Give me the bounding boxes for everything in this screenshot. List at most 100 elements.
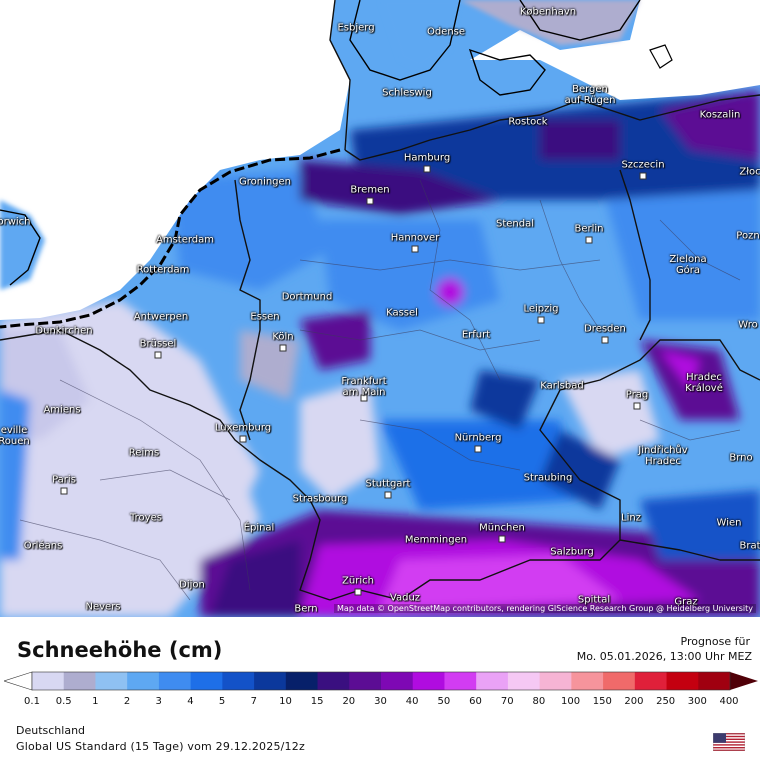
city-label: Nürnberg [454, 432, 502, 444]
city-marker [366, 197, 374, 205]
scale-tick-label: 7 [250, 696, 257, 707]
scale-swatch [634, 672, 668, 690]
city-label: Linz [621, 512, 641, 524]
scale-tick-label: 30 [374, 696, 387, 707]
city-label: Luxemburg [214, 422, 272, 434]
scale-swatch [32, 672, 65, 690]
city-label: Strasbourg [292, 493, 348, 505]
city-label: Dresden [584, 323, 626, 335]
city-marker [239, 435, 247, 443]
city-label: Frankfurt am Main [341, 376, 387, 398]
scale-swatch [381, 672, 414, 690]
city-label: Berlin [574, 223, 604, 235]
scale-tick-label: 3 [155, 696, 162, 707]
city-label: Bern [294, 603, 318, 615]
scale-swatch [190, 672, 223, 690]
city-label: Vaduz [389, 592, 421, 604]
city-marker [411, 245, 419, 253]
scale-tick-label: 4 [187, 696, 194, 707]
city-marker [60, 487, 68, 495]
city-marker [384, 491, 392, 499]
city-label: Dijon [179, 579, 205, 591]
city-marker [633, 402, 641, 410]
city-label: Dunkirchen [35, 325, 93, 337]
scale-max-arrow [730, 672, 758, 690]
city-label: orwich [0, 216, 31, 228]
us-flag-icon[interactable] [713, 733, 745, 751]
scale-swatch [285, 672, 319, 690]
scale-swatch [412, 672, 445, 690]
city-label: München [479, 522, 525, 534]
city-label: Salzburg [550, 546, 594, 558]
city-label: Pozn [736, 230, 760, 242]
scale-tick-label: 400 [719, 696, 739, 707]
scale-swatch [444, 672, 477, 690]
city-label: Zürich [342, 575, 374, 587]
city-label: eville Rouen [0, 425, 30, 447]
city-label: Hradec Králové [685, 372, 723, 394]
city-label: Amiens [43, 404, 81, 416]
scale-tick-label: 300 [687, 696, 707, 707]
forecast-date: Mo. 05.01.2026, 13:00 Uhr MEZ [576, 650, 752, 663]
city-label: Amsterdam [155, 234, 215, 246]
city-marker [585, 236, 593, 244]
city-marker [423, 165, 431, 173]
city-marker [354, 588, 362, 596]
city-marker [498, 535, 506, 543]
city-label: Dortmund [281, 291, 333, 303]
city-label: Graz [674, 596, 698, 608]
city-label: Wro [738, 319, 758, 331]
city-label: Bergen auf Rügen [564, 84, 616, 106]
city-label: Prag [625, 389, 649, 401]
map-attribution[interactable]: Map data © OpenStreetMap contributors, r… [334, 604, 756, 613]
city-label: Erfurt [461, 329, 491, 341]
city-marker [154, 351, 162, 359]
scale-tick-label: 40 [405, 696, 419, 707]
scale-swatch [158, 672, 192, 690]
scale-tick-label: 1 [92, 696, 99, 707]
city-marker [537, 316, 545, 324]
city-label: Rotterdam [136, 264, 190, 276]
city-label: Reims [128, 447, 160, 459]
city-label: Szczecin [621, 159, 665, 171]
scale-tick-label: 70 [500, 696, 514, 707]
city-label: Stuttgart [365, 478, 411, 490]
scale-tick-label: 200 [624, 696, 644, 707]
scale-tick-label: 60 [469, 696, 482, 707]
legend-panel: Schneehöhe (cm) Prognose für Mo. 05.01.2… [0, 617, 760, 760]
city-label: Memmingen [404, 534, 468, 546]
city-marker [474, 445, 482, 453]
scale-tick-label: 150 [592, 696, 612, 707]
city-label: Koszalin [699, 109, 741, 121]
scale-swatch [349, 672, 382, 690]
city-label: Jindřichův Hradec [638, 445, 688, 467]
legend-title: Schneehöhe (cm) [17, 638, 223, 662]
city-marker [601, 336, 609, 344]
city-label: Esbjerg [337, 22, 375, 34]
scale-tick-label: 50 [437, 696, 451, 707]
city-label: Essen [250, 311, 280, 323]
scale-swatch [63, 672, 96, 690]
city-label: Złoc [739, 166, 760, 178]
scale-swatch [254, 672, 287, 690]
city-label: Antwerpen [133, 311, 189, 323]
scale-swatch [571, 672, 604, 690]
snow-depth-map[interactable]: Esbjerg København Odense Schleswig Bergen auf… [0, 0, 760, 617]
scale-swatch [666, 672, 699, 690]
scale-swatch [222, 672, 255, 690]
scale-min-arrow [4, 671, 33, 691]
scale-tick-label: 250 [656, 696, 676, 707]
city-label: København [519, 6, 577, 18]
city-label: Wien [716, 517, 742, 529]
city-label: Épinal [243, 522, 275, 534]
city-label: Rostock [508, 116, 548, 128]
scale-tick-label: 80 [532, 696, 546, 707]
city-marker [279, 344, 287, 352]
city-label: Straubing [523, 472, 573, 484]
city-label: Orléans [23, 540, 63, 552]
city-label: Nevers [85, 601, 121, 613]
city-label: Groningen [238, 176, 292, 188]
city-label: Brat [739, 540, 760, 552]
scale-swatch [698, 672, 731, 690]
scale-swatch [95, 672, 128, 690]
